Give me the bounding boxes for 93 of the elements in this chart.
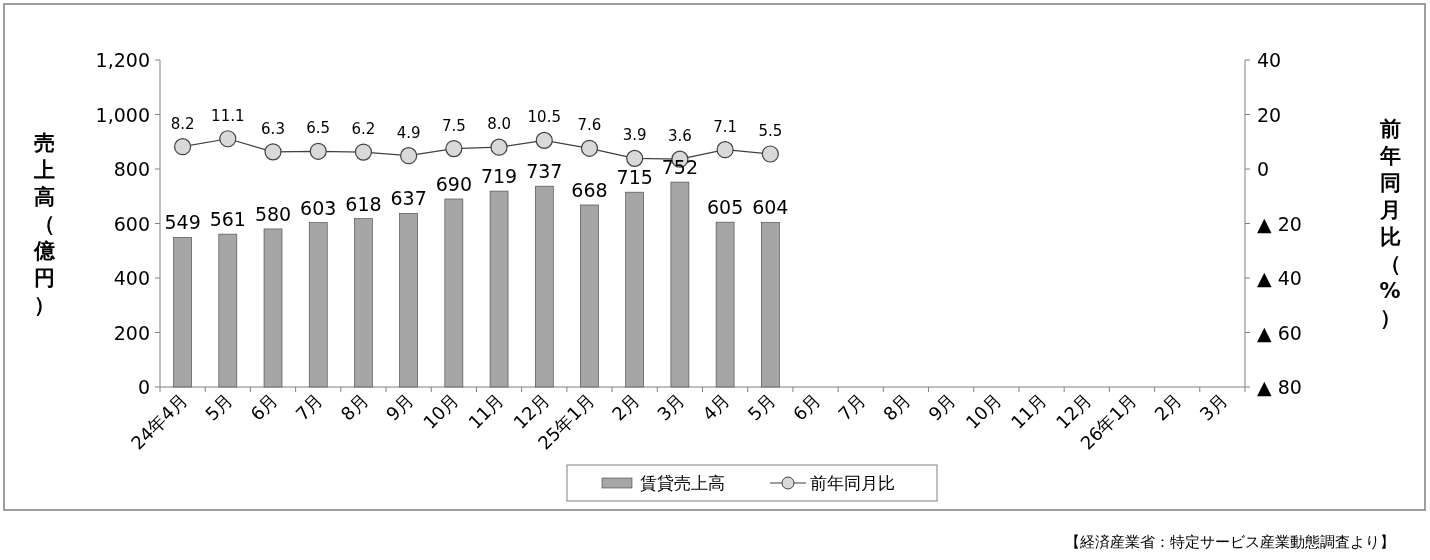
y2-tick-label: 20 — [1257, 103, 1282, 126]
y2-tick-label: ▲ 60 — [1257, 321, 1302, 344]
x-tick-label: 2月 — [607, 388, 644, 425]
bar — [580, 204, 599, 388]
text: 【経済産業省：特定サービス産業動態調査より】 — [1065, 533, 1395, 551]
data-label: 6.2 — [351, 120, 376, 139]
point — [580, 139, 599, 157]
y2-axis-title: 前年同月比（%） — [1378, 117, 1401, 330]
x-tick-label: 9月 — [924, 388, 960, 425]
data-label: 6.5 — [306, 119, 331, 138]
x-tick-label: 11月 — [464, 388, 508, 433]
point — [264, 143, 282, 161]
y-tick-label: 800 — [113, 158, 150, 180]
point — [174, 138, 192, 156]
legend-label: 賃貸売上高 — [640, 473, 725, 493]
data-label: 752 — [661, 156, 699, 179]
x-tick-label: 5月 — [200, 388, 237, 425]
point — [626, 149, 644, 167]
x-tick-label: 10月 — [961, 388, 1006, 433]
bar — [173, 237, 192, 388]
data-label: 580 — [254, 202, 292, 225]
data-label: 8.0 — [487, 115, 511, 134]
y-tick-label: 400 — [113, 267, 150, 289]
data-label: 603 — [300, 196, 337, 219]
x-tick-label: 3月 — [653, 388, 689, 425]
y2-tick-label: ▲ 20 — [1257, 212, 1302, 235]
y-tick-label: 1,000 — [95, 103, 150, 126]
bar — [263, 228, 283, 388]
y2-tick-label: ▲ 40 — [1257, 267, 1302, 289]
data-label: 637 — [390, 187, 427, 210]
data-label: 8.2 — [170, 114, 195, 133]
x-tick-label: 6月 — [246, 388, 282, 425]
point — [445, 139, 463, 158]
data-label: 668 — [571, 178, 608, 201]
bar — [534, 185, 554, 388]
legend-label: 前年同月比 — [810, 473, 895, 493]
x-tick-label: 7月 — [833, 388, 870, 425]
x-tick-label: 10月 — [418, 388, 463, 433]
point — [716, 141, 734, 159]
x-tick-label: 2月 — [1150, 388, 1187, 425]
data-label: 719 — [480, 165, 518, 188]
x-tick-label: 8月 — [879, 388, 915, 425]
point — [535, 131, 553, 149]
data-label: 7.6 — [577, 116, 602, 135]
data-label: 3.6 — [667, 127, 692, 146]
bar — [218, 233, 238, 388]
y2-tick-label: 0 — [1257, 158, 1270, 180]
point — [309, 142, 327, 160]
bar — [354, 218, 373, 388]
y-tick-label: 1,200 — [95, 49, 150, 71]
y-tick-label: 600 — [113, 212, 150, 235]
y2-tick-label: ▲ 80 — [1257, 376, 1302, 398]
data-label: 7.1 — [713, 117, 738, 136]
data-label: 7.5 — [441, 116, 466, 135]
data-label: 3.9 — [622, 126, 647, 145]
y-axis-title: 売上高（億円） — [32, 130, 56, 317]
data-label: 737 — [526, 160, 563, 183]
data-label: 605 — [706, 196, 744, 219]
bar — [670, 181, 690, 388]
data-label: 5.5 — [758, 122, 783, 141]
data-label: 4.9 — [396, 123, 421, 142]
point — [219, 130, 237, 148]
bar — [308, 222, 328, 388]
y-tick-label: 200 — [113, 321, 150, 344]
data-label: 549 — [164, 211, 201, 234]
data-label: 618 — [345, 192, 382, 215]
x-tick-label: 8月 — [336, 388, 373, 425]
y2-tick-label: 40 — [1257, 49, 1282, 71]
data-label: 715 — [616, 166, 653, 189]
x-tick-label: 11月 — [1006, 388, 1051, 433]
data-label: 690 — [435, 172, 472, 195]
bar — [444, 198, 464, 388]
bar — [715, 221, 735, 388]
data-label: 11.1 — [211, 106, 245, 125]
x-tick-label: 7月 — [291, 388, 328, 425]
data-label: 604 — [752, 196, 789, 219]
bar — [399, 213, 418, 388]
x-tick-label: 5月 — [743, 388, 780, 425]
x-tick-label: 4月 — [698, 388, 734, 425]
point — [761, 145, 779, 163]
bar — [625, 191, 644, 388]
point — [400, 147, 418, 165]
x-tick-label: 6月 — [788, 388, 825, 425]
bar — [489, 190, 509, 388]
data-label: 6.3 — [261, 119, 285, 138]
bar — [761, 222, 780, 388]
data-label: 561 — [209, 208, 246, 231]
y-tick-label: 0 — [137, 376, 150, 398]
x-tick-label: 9月 — [381, 388, 418, 425]
data-label: 10.5 — [527, 108, 561, 127]
point — [490, 138, 508, 156]
x-tick-label: 3月 — [1195, 388, 1232, 425]
point — [354, 143, 373, 161]
